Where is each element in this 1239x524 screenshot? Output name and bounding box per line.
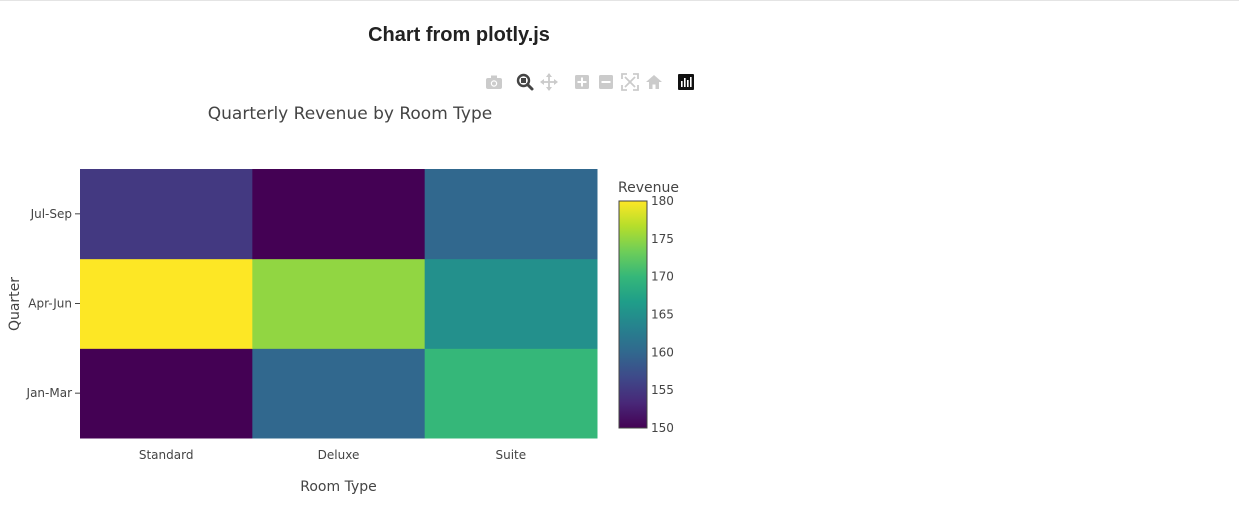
colorbar-tick-label: 150 xyxy=(651,421,674,435)
heatmap-cell-suite-apr-jun[interactable] xyxy=(424,258,598,349)
colorbar: Revenue 150 155 160 165 170 175 180 xyxy=(618,180,679,435)
heatmap-cell-suite-jul-sep[interactable] xyxy=(424,169,598,260)
y-tick-label: Apr-Jun xyxy=(28,297,72,311)
autoscale-icon[interactable] xyxy=(620,72,640,92)
heatmap-cell-standard-apr-jun[interactable] xyxy=(80,258,253,349)
heatmap-cell-standard-jul-sep[interactable] xyxy=(80,169,253,260)
colorbar-tick-label: 155 xyxy=(651,383,674,397)
colorbar-tick-label: 160 xyxy=(651,345,674,359)
heatmap-cell-deluxe-jan-mar[interactable] xyxy=(252,348,426,439)
x-tick-label: Deluxe xyxy=(318,448,360,462)
x-tick-label: Standard xyxy=(139,448,194,462)
plotly-logo-icon[interactable] xyxy=(676,72,696,92)
colorbar-tick-label: 165 xyxy=(651,308,674,322)
pan-icon[interactable] xyxy=(539,72,559,92)
colorbar-tick-label: 180 xyxy=(651,194,674,208)
y-tick-label: Jan-Mar xyxy=(26,386,73,400)
chart-title: Quarterly Revenue by Room Type xyxy=(208,104,492,124)
heatmap-cell-deluxe-apr-jun[interactable] xyxy=(252,258,426,349)
colorbar-title: Revenue xyxy=(618,180,679,196)
heatmap-cell-standard-jan-mar[interactable] xyxy=(80,348,253,439)
colorbar-gradient xyxy=(618,200,648,429)
zoom-icon[interactable] xyxy=(515,72,535,92)
heatmap-cell-suite-jan-mar[interactable] xyxy=(424,348,598,439)
y-axis-title: Quarter xyxy=(7,277,23,331)
heatmap-cell-deluxe-jul-sep[interactable] xyxy=(252,169,426,260)
camera-icon[interactable] xyxy=(484,72,504,92)
y-tick-label: Jul-Sep xyxy=(30,207,72,221)
x-axis-title: Room Type xyxy=(300,479,376,495)
colorbar-tick-label: 175 xyxy=(651,232,674,246)
colorbar-tick-label: 170 xyxy=(651,270,674,284)
page-title: Chart from plotly.js xyxy=(368,24,550,46)
reset-axes-icon[interactable] xyxy=(644,72,664,92)
zoom-out-icon[interactable] xyxy=(596,72,616,92)
x-tick-label: Suite xyxy=(496,448,527,462)
zoom-in-icon[interactable] xyxy=(572,72,592,92)
top-divider xyxy=(0,0,1239,1)
